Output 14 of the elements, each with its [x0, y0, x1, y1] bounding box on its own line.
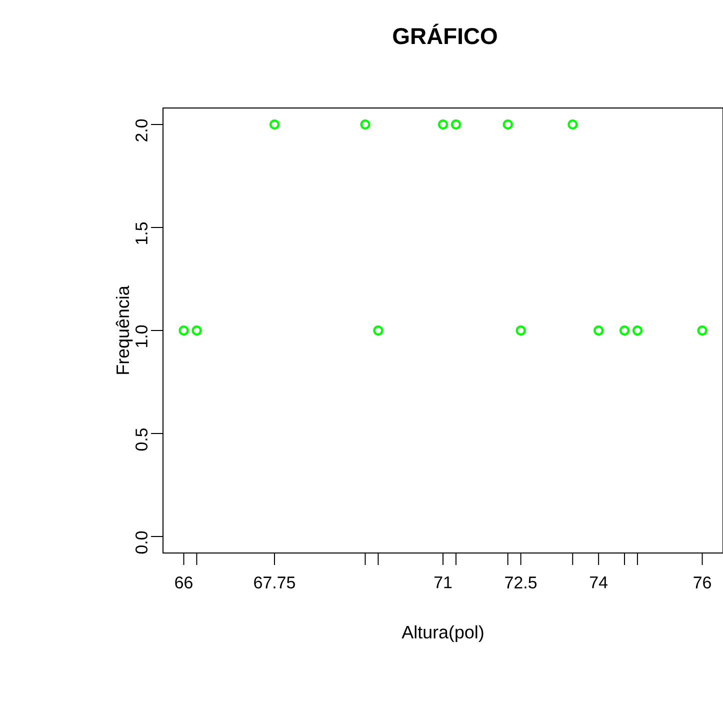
x-tick-label: 74 [590, 576, 608, 588]
x-tick-label: 67.75 [254, 576, 295, 589]
x-tick-label: 66 [175, 576, 192, 589]
y-tick-label: 0.5 [135, 428, 148, 451]
x-tick-label: 71 [434, 576, 452, 588]
y-tick-label: 1.5 [136, 222, 148, 244]
x-axis-title: Altura(pol) [402, 625, 484, 642]
chart-title: GRÁFICO [393, 24, 497, 44]
y-tick-label: 1.0 [135, 325, 148, 347]
x-tick-label: 72.5 [505, 576, 537, 589]
y-axis-title: Frequência [116, 286, 133, 374]
y-tick-label: 0.0 [135, 531, 148, 554]
y-tick-label: 2.0 [135, 119, 148, 142]
x-tick-label: 76 [694, 576, 711, 589]
